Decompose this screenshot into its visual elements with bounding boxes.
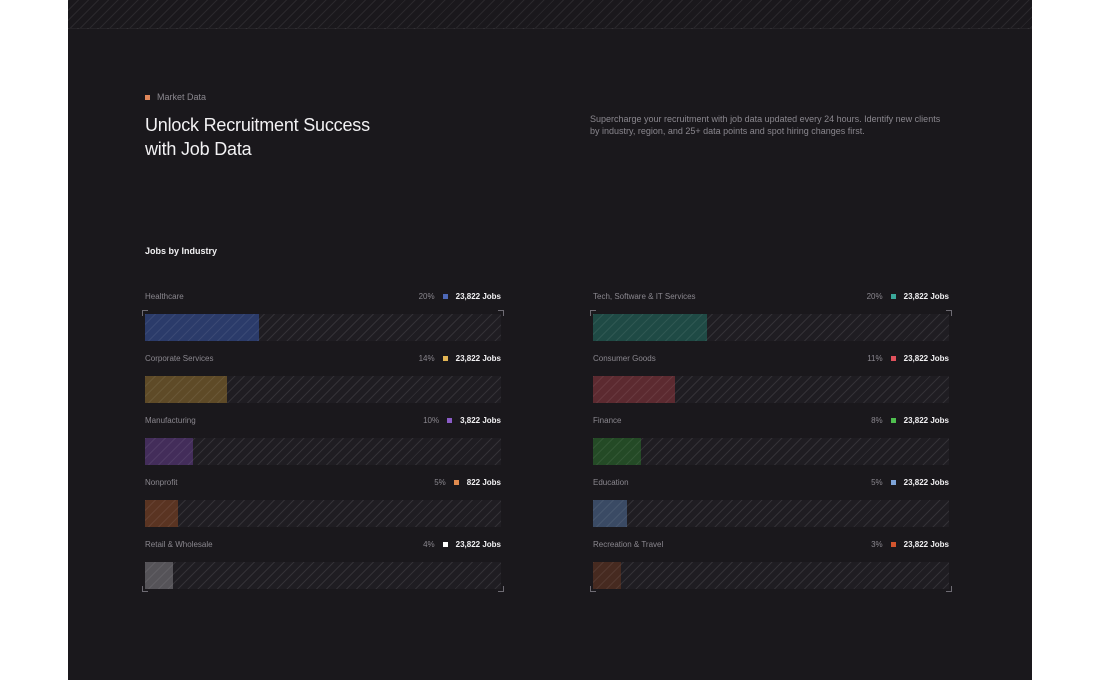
industry-bar-fill: [593, 500, 627, 527]
market-data-section: Market Data Unlock Recruitment Success w…: [68, 0, 1032, 680]
eyebrow-label: Market Data: [157, 92, 207, 102]
corner-mark: [498, 310, 504, 316]
industry-jobs-count: 23,822 Jobs: [455, 539, 501, 549]
industry-label: Nonprofit: [145, 477, 178, 487]
industry-row: Corporate Services 14% 23,822 Jobs: [144, 351, 502, 413]
industry-percent: 14%: [418, 353, 435, 363]
industry-jobs-count: 23,822 Jobs: [455, 291, 501, 301]
legend-square-icon: [890, 541, 896, 547]
industry-label: Corporate Services: [145, 353, 214, 363]
industry-row: Manufacturing 10% 3,822 Jobs: [144, 413, 502, 475]
industry-row: Consumer Goods 11% 23,822 Jobs: [592, 351, 950, 413]
industry-bar-track: [593, 314, 949, 341]
industry-row-header: Nonprofit 5% 822 Jobs: [144, 475, 502, 489]
industry-bar-track: [145, 438, 501, 465]
industry-percent: 5%: [871, 477, 883, 487]
eyebrow-dot-icon: [145, 94, 150, 100]
industry-row: Finance 8% 23,822 Jobs: [592, 413, 950, 475]
industry-label: Healthcare: [145, 291, 184, 301]
industry-row: Recreation & Travel 3% 23,822 Jobs: [592, 537, 950, 599]
corner-mark: [946, 310, 952, 316]
page-title: Unlock Recruitment Success with Job Data: [145, 115, 370, 159]
industry-row-header: Corporate Services 14% 23,822 Jobs: [144, 351, 502, 365]
corner-mark: [946, 586, 952, 592]
industry-row-header: Tech, Software & IT Services 20% 23,822 Jo…: [592, 289, 950, 303]
industry-bar-fill: [145, 376, 227, 403]
industry-bar-fill: [593, 562, 622, 589]
industry-jobs-count: 822 Jobs: [466, 477, 501, 487]
industry-jobs-count: 3,822 Jobs: [460, 415, 501, 425]
legend-square-icon: [442, 541, 448, 547]
industry-jobs-count: 23,822 Jobs: [455, 353, 501, 363]
industry-row-header: Manufacturing 10% 3,822 Jobs: [144, 413, 502, 427]
corner-mark: [142, 310, 148, 316]
industry-row-header: Finance 8% 23,822 Jobs: [592, 413, 950, 427]
industry-row: Retail & Wholesale 4% 23,822 Jobs: [144, 537, 502, 599]
industry-row: Education 5% 23,822 Jobs: [592, 475, 950, 537]
industry-bar-track: [593, 500, 949, 527]
legend-square-icon: [447, 417, 453, 423]
industry-bar-fill: [145, 562, 174, 589]
industry-bar-track: [145, 500, 501, 527]
industry-label: Retail & Wholesale: [145, 539, 213, 549]
legend-square-icon: [453, 479, 459, 485]
legend-square-icon: [890, 355, 896, 361]
industry-row-header: Healthcare 20% 23,822 Jobs: [144, 289, 502, 303]
industry-percent: 20%: [418, 291, 435, 301]
corner-mark: [590, 586, 596, 592]
industry-label: Manufacturing: [145, 415, 196, 425]
industry-jobs-count: 23,822 Jobs: [903, 353, 949, 363]
industry-bar-track: [593, 562, 949, 589]
corner-mark: [498, 586, 504, 592]
legend-square-icon: [442, 355, 448, 361]
industry-row-header: Education 5% 23,822 Jobs: [592, 475, 950, 489]
industry-label: Consumer Goods: [593, 353, 656, 363]
industry-row-header: Retail & Wholesale 4% 23,822 Jobs: [144, 537, 502, 551]
industry-percent: 4%: [423, 539, 435, 549]
legend-square-icon: [442, 293, 448, 299]
industry-percent: 3%: [871, 539, 883, 549]
section-description: Supercharge your recruitment with job da…: [590, 114, 941, 136]
industry-jobs-count: 23,822 Jobs: [903, 539, 949, 549]
industry-bar-fill: [593, 376, 675, 403]
corner-mark: [590, 310, 596, 316]
industry-percent: 20%: [866, 291, 883, 301]
industry-label: Finance: [593, 415, 622, 425]
industry-bar-fill: [593, 438, 642, 465]
industry-bar-track: [145, 314, 501, 341]
legend-square-icon: [890, 479, 896, 485]
eyebrow: Market Data: [145, 92, 206, 102]
industry-label: Tech, Software & IT Services: [593, 291, 696, 301]
jobs-by-industry-heading: Jobs by Industry: [145, 246, 218, 256]
industry-row-header: Consumer Goods 11% 23,822 Jobs: [592, 351, 950, 365]
industry-column-right: Tech, Software & IT Services 20% 23,822 Jo…: [590, 289, 952, 599]
industry-bar-fill: [145, 438, 194, 465]
industry-bar-track: [145, 562, 501, 589]
industry-bar-track: [145, 376, 501, 403]
industry-percent: 11%: [867, 353, 883, 363]
industry-label: Education: [593, 477, 629, 487]
industry-jobs-count: 23,822 Jobs: [903, 477, 949, 487]
industry-bar-fill: [145, 500, 178, 527]
industry-bar-fill: [593, 314, 707, 341]
industry-row: Nonprofit 5% 822 Jobs: [144, 475, 502, 537]
industry-row: Healthcare 20% 23,822 Jobs: [144, 289, 502, 351]
legend-square-icon: [890, 293, 896, 299]
industry-bar-track: [593, 376, 949, 403]
top-hatch-decoration: [68, 0, 1032, 29]
industry-percent: 5%: [434, 477, 446, 487]
industry-column-left: Healthcare 20% 23,822 Jobs Corporate Servic…: [142, 289, 504, 599]
industry-percent: 10%: [423, 415, 440, 425]
industry-row-header: Recreation & Travel 3% 23,822 Jobs: [592, 537, 950, 551]
industry-bar-fill: [145, 314, 259, 341]
corner-mark: [142, 586, 148, 592]
industry-bar-track: [593, 438, 949, 465]
industry-jobs-count: 23,822 Jobs: [903, 291, 949, 301]
industry-percent: 8%: [871, 415, 883, 425]
legend-square-icon: [890, 417, 896, 423]
industry-row: Tech, Software & IT Services 20% 23,822 Jo…: [592, 289, 950, 351]
industry-jobs-count: 23,822 Jobs: [903, 415, 949, 425]
industry-label: Recreation & Travel: [593, 539, 664, 549]
